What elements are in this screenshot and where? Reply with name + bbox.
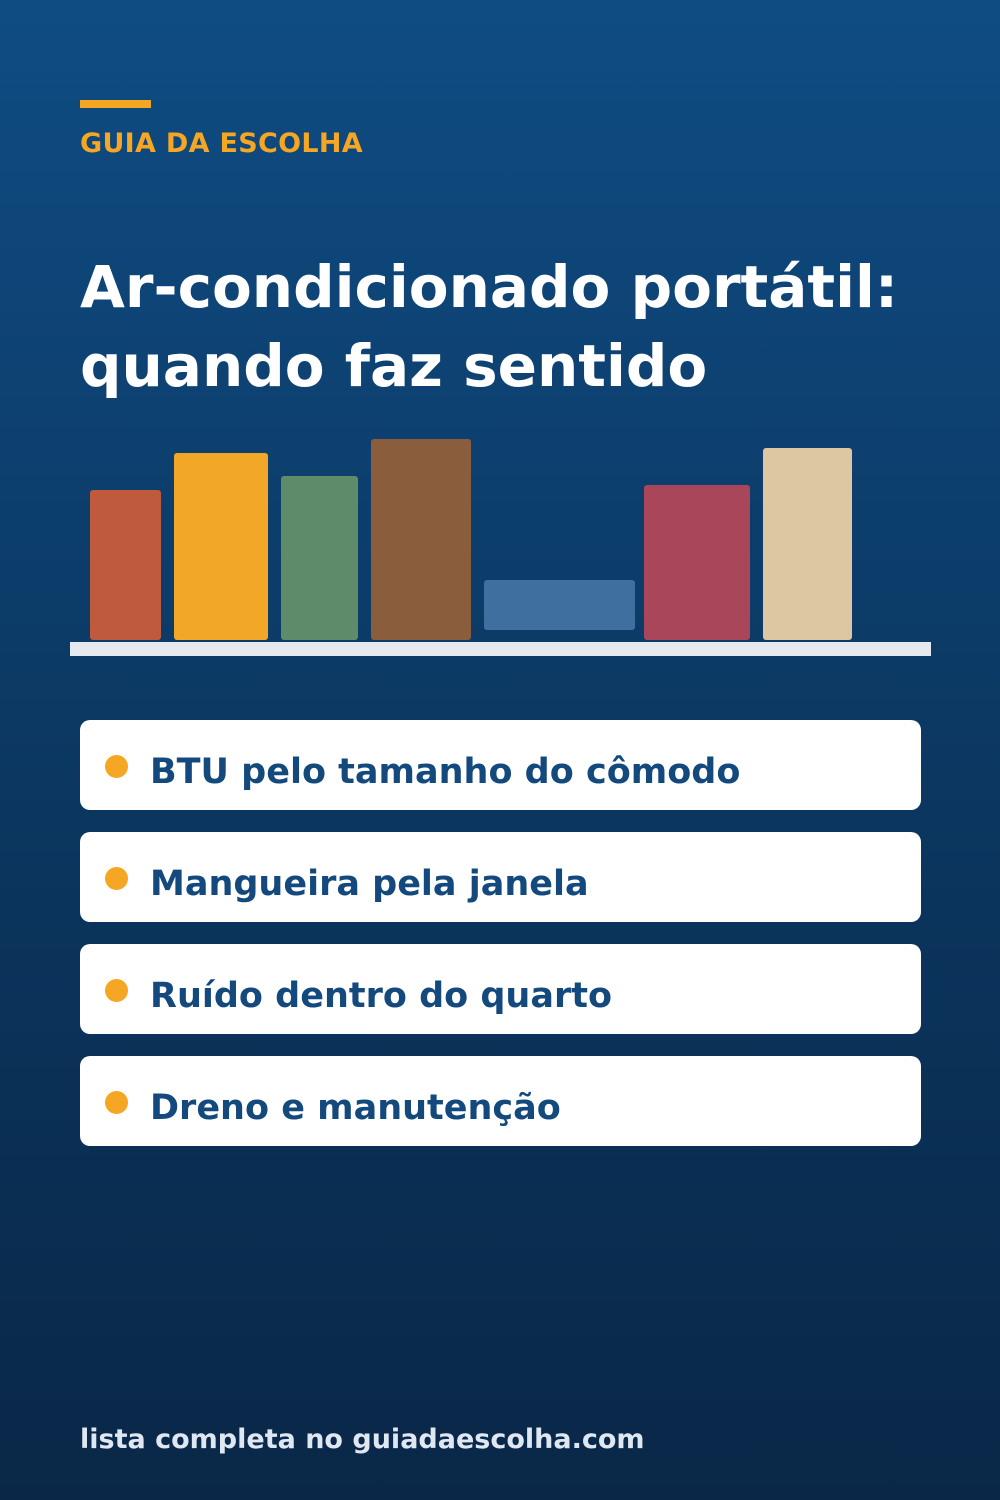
bullet-text: Ruído dentro do quarto [150,976,612,1016]
bullet-dot-icon [105,867,128,890]
book-6 [644,485,750,640]
accent-line [80,100,151,108]
bullet-card: Ruído dentro do quarto [80,944,921,1034]
title-line-2: quando faz sentido [80,332,708,400]
bullet-card: Mangueira pela janela [80,832,921,922]
bullet-card: BTU pelo tamanho do cômodo [80,720,921,810]
page-title: Ar-condicionado portátil: quando faz sen… [80,248,898,406]
book-7 [763,448,852,640]
book-5 [484,580,635,630]
footer-link-text: lista completa no guiadaescolha.com [80,1424,645,1455]
book-3 [281,476,358,640]
title-line-1: Ar-condicionado portátil: [80,253,899,321]
bullet-dot-icon [105,755,128,778]
shelf-board [70,642,931,656]
book-2 [174,453,268,640]
book-4 [371,439,471,640]
bullet-text: BTU pelo tamanho do cômodo [150,752,741,792]
bullet-dot-icon [105,979,128,1002]
bullet-text: Mangueira pela janela [150,864,589,904]
bullet-dot-icon [105,1091,128,1114]
brand-label: GUIA DA ESCOLHA [80,128,363,159]
bookshelf-illustration [70,430,931,660]
bullet-list: BTU pelo tamanho do cômodo Mangueira pel… [80,720,921,1168]
bullet-card: Dreno e manutenção [80,1056,921,1146]
bullet-text: Dreno e manutenção [150,1088,561,1128]
book-1 [90,490,161,640]
